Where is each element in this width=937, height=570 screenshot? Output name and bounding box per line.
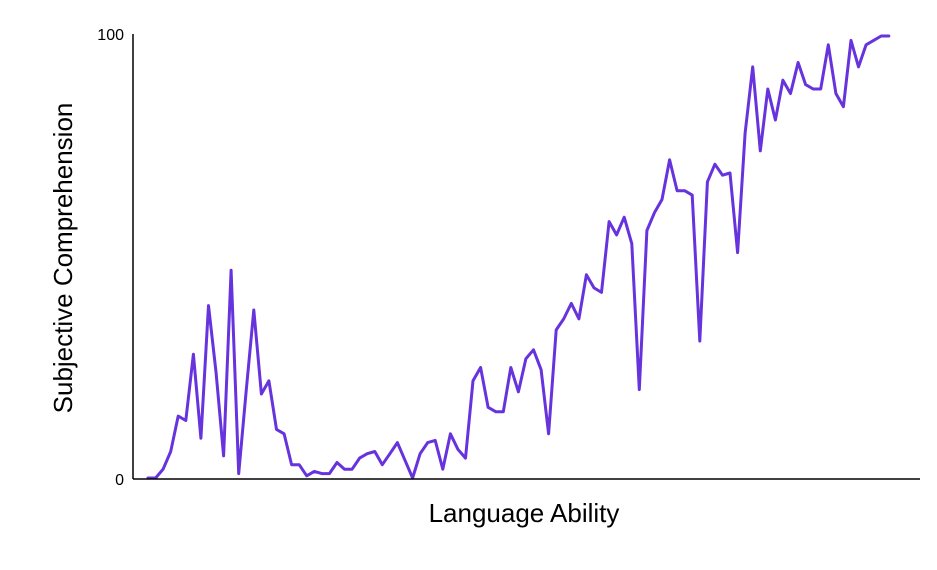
y-axis-label: Subjective Comprehension — [48, 103, 78, 414]
plot-area — [146, 34, 891, 480]
x-axis-label: Language Ability — [429, 498, 620, 528]
y-tick-label-min: 0 — [115, 472, 124, 489]
series-line-0 — [146, 34, 891, 480]
y-tick-label-max: 100 — [97, 27, 124, 44]
